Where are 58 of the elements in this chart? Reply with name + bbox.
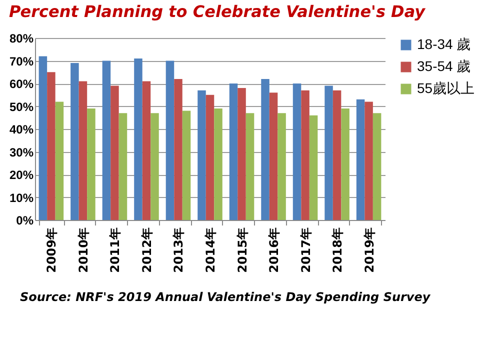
bar — [142, 81, 151, 220]
bar — [246, 113, 254, 220]
bar — [182, 110, 191, 220]
y-tick-label: 30% — [9, 145, 34, 160]
chart-title: Percent Planning to Celebrate Valentine's Day — [8, 2, 426, 21]
bar — [166, 60, 174, 220]
bar — [269, 92, 278, 220]
bar — [87, 108, 96, 220]
bar — [372, 113, 382, 220]
bar — [324, 86, 333, 220]
bar — [356, 99, 365, 220]
bar — [364, 102, 373, 220]
source-note: Source: NRF's 2019 Annual Valentine's Day Spending Survey — [20, 290, 432, 304]
bar — [38, 56, 48, 220]
y-tick-label: 70% — [9, 54, 34, 68]
bar — [198, 90, 206, 220]
y-tick-label: 20% — [9, 168, 34, 182]
bar — [110, 86, 119, 220]
bar — [174, 78, 182, 220]
x-tick-label: 2013年 — [172, 228, 186, 273]
x-tick-label: 2014年 — [204, 228, 218, 273]
x-tick-label: 2015年 — [235, 228, 250, 273]
y-tick-label: 80% — [9, 32, 34, 46]
bar — [206, 94, 214, 220]
bar — [238, 88, 246, 220]
y-tick-label: 0% — [16, 214, 34, 228]
y-tick-label: 50% — [9, 100, 34, 114]
bar — [55, 102, 64, 220]
legend-label: 35-54 歲 — [417, 58, 471, 74]
bar — [118, 113, 128, 220]
bar — [70, 63, 79, 220]
bar — [134, 58, 142, 220]
x-tick-label: 2010年 — [76, 228, 90, 273]
bar — [102, 60, 111, 220]
x-tick-label: 2011年 — [108, 228, 122, 273]
bar — [214, 108, 222, 220]
x-tick-label: 2016年 — [267, 228, 282, 273]
legend-label: 55歲以上 — [417, 80, 475, 96]
y-tick-label: 10% — [9, 190, 34, 205]
bar — [301, 90, 310, 220]
bar — [292, 84, 302, 220]
legend-label: 18-34 歲 — [417, 36, 471, 52]
y-tick-label: 60% — [9, 77, 34, 91]
bar — [78, 81, 88, 220]
bar — [47, 72, 56, 220]
bar — [332, 90, 342, 220]
x-tick-label: 2009年 — [44, 228, 59, 273]
bar — [341, 108, 350, 220]
y-tick-label: 40% — [9, 122, 34, 136]
bar — [278, 113, 286, 220]
x-tick-label: 2012年 — [140, 228, 154, 273]
x-tick-label: 2018年 — [330, 228, 345, 273]
bar — [229, 84, 238, 220]
bar — [150, 113, 159, 220]
bar — [309, 115, 318, 220]
bar — [261, 78, 270, 220]
x-tick-label: 2017年 — [298, 228, 313, 273]
x-tick-label: 2019年 — [362, 228, 376, 273]
